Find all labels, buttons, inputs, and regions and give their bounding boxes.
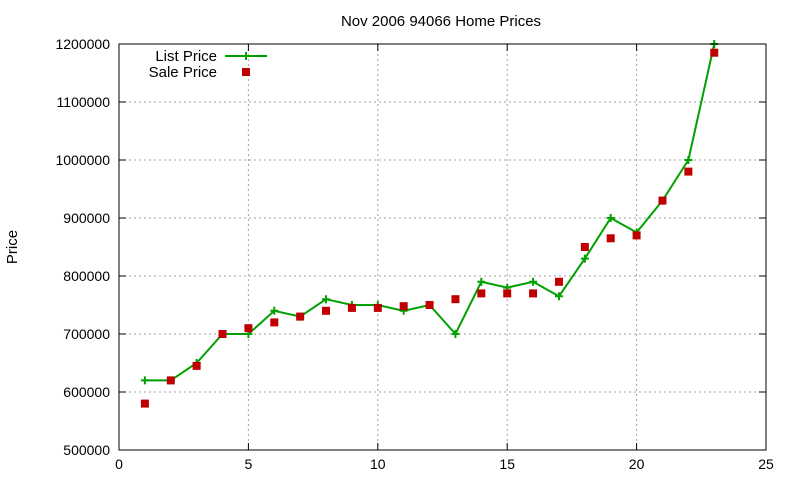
legend-label: Sale Price <box>149 64 217 81</box>
list-price-point <box>140 376 149 385</box>
y-tick-label: 700000 <box>63 326 110 342</box>
sale-price-point <box>580 243 589 251</box>
y-tick-label: 600000 <box>63 384 110 400</box>
sale-price-point <box>140 399 149 408</box>
list-price-point <box>477 277 486 286</box>
list-price-point <box>684 156 693 164</box>
list-price-point <box>322 295 331 304</box>
sale-price-point <box>658 196 667 205</box>
sale-price-point <box>399 302 408 311</box>
sale-price-point <box>477 289 486 298</box>
sale-price-point <box>373 303 382 312</box>
x-tick-label: 15 <box>499 456 515 472</box>
list-price-point <box>554 292 563 301</box>
sale-price-point <box>192 361 201 370</box>
legend-square-swatch <box>242 68 250 76</box>
x-tick-label: 0 <box>115 456 123 472</box>
grid <box>119 44 766 450</box>
series-sale-price <box>140 48 719 408</box>
y-tick-label: 1200000 <box>55 36 110 52</box>
x-tick-label: 5 <box>245 456 253 472</box>
legend-label: List Price <box>155 48 217 65</box>
sale-price-point <box>296 312 305 321</box>
axis-ticks: 0 5 10 15 20 25 500000 600000 700000 800000 900000… <box>55 36 774 472</box>
list-price-point <box>580 254 589 263</box>
y-tick-label: 900000 <box>63 210 110 226</box>
sale-price-point <box>503 289 512 298</box>
sale-price-point <box>347 303 356 312</box>
sale-price-point <box>218 330 227 338</box>
sale-price-point <box>270 318 279 327</box>
sale-price-point <box>425 301 434 309</box>
list-price-point <box>529 277 538 286</box>
sale-price-point <box>632 231 641 240</box>
series-list-price <box>140 40 719 385</box>
sale-price-point <box>554 277 563 286</box>
sale-price-point <box>529 289 538 298</box>
y-axis-label: Price <box>4 230 21 264</box>
sale-price-point <box>322 306 331 315</box>
list-price-point <box>270 306 279 315</box>
sale-price-point <box>710 48 719 57</box>
chart-title: Nov 2006 94066 Home Prices <box>341 13 541 30</box>
legend-plus-swatch <box>242 52 250 60</box>
sale-price-point <box>451 295 460 304</box>
x-tick-label: 20 <box>629 456 645 472</box>
y-tick-label: 1100000 <box>57 94 111 110</box>
sale-price-point <box>166 376 175 385</box>
y-tick-label: 1000000 <box>55 152 110 168</box>
list-price-point <box>606 214 615 222</box>
y-tick-label: 800000 <box>63 268 110 284</box>
y-tick-label: 500000 <box>63 442 110 458</box>
plot-border <box>118 43 767 451</box>
x-tick-label: 10 <box>370 456 386 472</box>
sale-price-point <box>684 167 693 176</box>
sale-price-point <box>606 234 615 243</box>
series-layer <box>140 40 719 408</box>
x-tick-label: 25 <box>758 456 774 472</box>
sale-price-point <box>244 324 253 333</box>
list-price-point <box>451 330 460 338</box>
list-price-line <box>144 43 716 382</box>
